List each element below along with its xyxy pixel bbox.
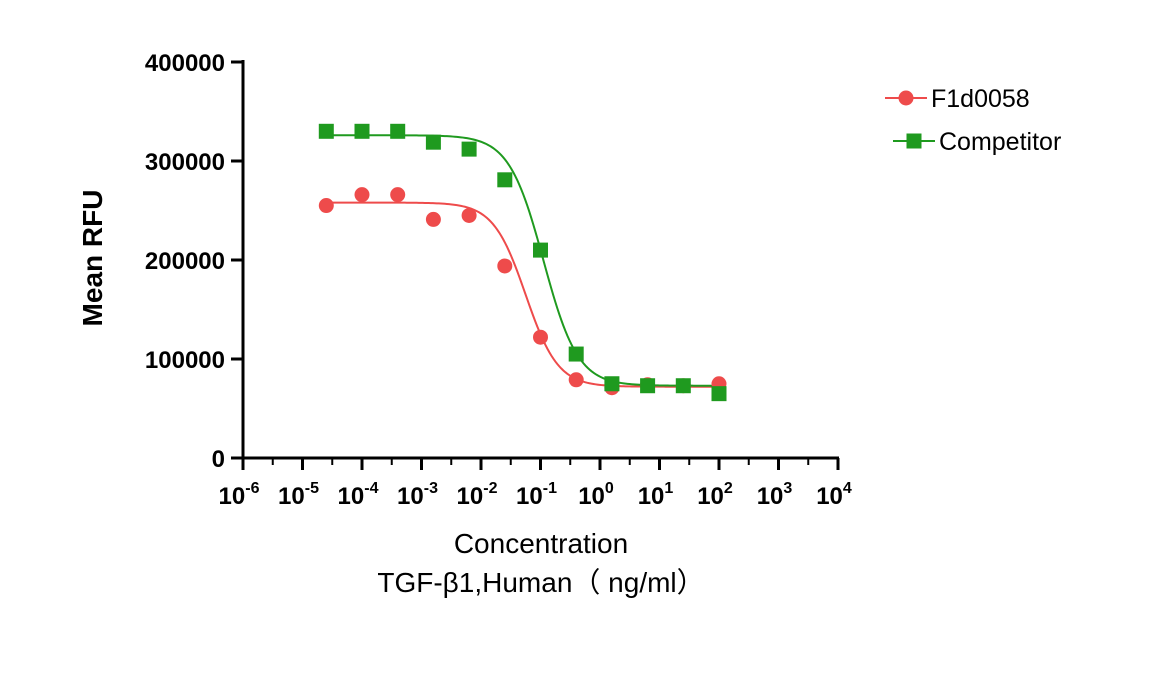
data-point-f1d0058 [461,207,477,223]
data-point-competitor [675,378,691,394]
x-ticks: 10-6 10-5 10-4 10-3 10-2 10-1 100 101 102 103 104 [219,458,852,510]
y-tick-label: 400000 [145,50,225,77]
x-tick-label: 102 [697,480,733,510]
legend-item-f1d0058: F1d0058 [885,85,1030,113]
data-point-f1d0058 [390,187,406,203]
y-axis-title: Mean RFU [77,190,108,327]
legend-marker [898,90,914,106]
data-point-competitor [318,123,334,139]
x-tick-label: 10-1 [516,480,557,510]
data-point-competitor [354,123,370,139]
fit-curves [320,134,722,388]
legend-marker [906,133,922,149]
data-point-competitor [497,172,513,188]
data-points [318,123,727,402]
data-point-f1d0058 [354,187,370,203]
fit-curve-competitor [320,134,722,387]
x-tick-label: 104 [816,480,852,510]
data-point-competitor [568,346,584,362]
legend-item-competitor: Competitor [893,128,1061,156]
data-point-competitor [533,242,548,258]
x-tick-label: 103 [757,480,793,510]
y-tick-label: 300000 [145,149,225,176]
legend-label: Competitor [939,128,1061,156]
data-point-f1d0058 [318,198,334,214]
y-tick-label: 0 [212,446,225,473]
x-axis-subtitle: TGF-β1,Human（ ng/ml） [377,567,704,598]
y-tick-label: 100000 [145,347,225,374]
legend: F1d0058 Competitor [885,85,1061,156]
x-tick-label: 10-5 [278,480,319,510]
x-tick-label: 101 [638,480,674,510]
x-tick-label: 100 [578,480,614,510]
data-point-competitor [640,378,656,394]
data-point-competitor [425,134,441,150]
legend-label: F1d0058 [931,85,1030,113]
data-point-f1d0058 [497,258,513,274]
data-point-f1d0058 [568,372,584,388]
y-tick-label: 200000 [145,248,225,275]
x-axis-title: Concentration [454,528,628,559]
x-tick-label: 10-2 [457,480,498,510]
x-tick-label: 10-3 [397,480,438,510]
y-ticks: 0 100000 200000 300000 400000 [145,50,243,473]
x-tick-label: 10-4 [338,480,379,510]
data-point-competitor [461,141,477,157]
data-point-f1d0058 [425,211,441,227]
data-point-competitor [390,123,406,139]
x-tick-label: 10-6 [219,480,260,510]
data-point-competitor [711,386,727,402]
data-point-f1d0058 [533,329,548,345]
fit-curve-f1d0058 [320,201,722,388]
data-point-competitor [604,376,620,392]
